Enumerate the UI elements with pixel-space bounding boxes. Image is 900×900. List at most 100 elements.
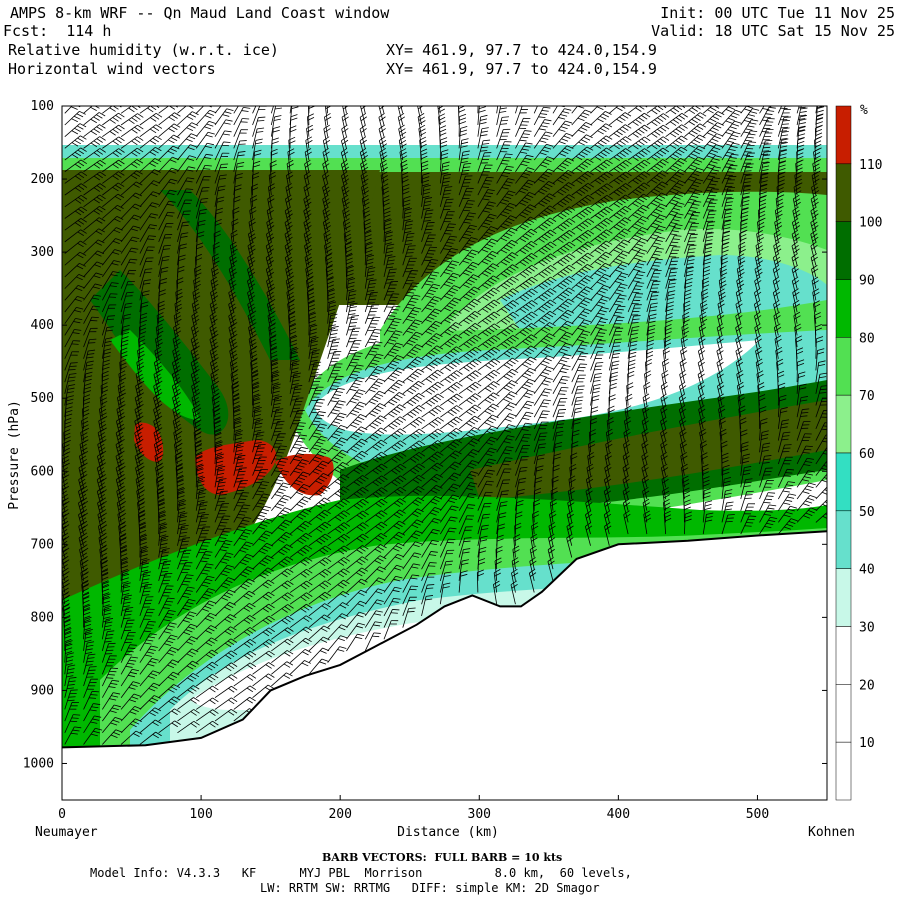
wind-barb (214, 674, 238, 687)
wind-barb (83, 183, 106, 196)
wind-barb (83, 629, 93, 652)
x-tick-label: 0 (58, 807, 66, 822)
wind-barb (83, 316, 99, 336)
wind-barb (153, 393, 163, 418)
wind-barb (214, 108, 234, 126)
wind-barb (80, 569, 90, 593)
wind-barb (177, 586, 195, 605)
wind-barb (195, 187, 210, 207)
xy-range-2: XY= 461.9, 97.7 to 424.0,154.9 (386, 60, 657, 78)
wind-barb (139, 546, 149, 570)
wind-barb (102, 238, 123, 254)
wind-barb (308, 472, 330, 488)
y-tick-label: 800 (31, 610, 54, 625)
wind-barb (120, 106, 141, 114)
wind-barb (101, 593, 111, 616)
wind-barb (177, 672, 200, 687)
colorbar-level-label: 20 (859, 678, 875, 693)
wind-barb (250, 195, 258, 219)
wind-barb (233, 516, 252, 535)
wind-barb (62, 452, 70, 476)
wind-barb (233, 662, 257, 675)
wind-barb (271, 519, 293, 535)
wind-barb (83, 338, 97, 359)
rh-upper-right-cyan (500, 255, 827, 330)
wind-barb (289, 580, 313, 593)
wind-barb (139, 645, 158, 663)
wind-barb (214, 527, 232, 546)
wind-barb (64, 285, 85, 301)
wind-barb (102, 112, 125, 126)
wind-barb (289, 592, 313, 605)
wind-barb (214, 626, 237, 640)
wind-barb (101, 304, 117, 324)
wind-barb (177, 574, 194, 593)
wind-barb (101, 271, 120, 289)
wind-barb (195, 120, 216, 137)
wind-barb (308, 448, 329, 465)
colorbar-level-label: 10 (859, 736, 875, 751)
wind-barb (194, 253, 203, 277)
wind-barb (177, 524, 189, 546)
wind-barb (270, 371, 280, 394)
wind-barb (214, 515, 231, 535)
wind-barb (101, 370, 109, 394)
wind-barb (139, 279, 152, 301)
wind-barb (120, 668, 139, 687)
wind-barb (306, 124, 314, 149)
y-tick-label: 700 (31, 537, 54, 552)
wind-barb (120, 558, 129, 581)
wind-barb (120, 656, 138, 675)
wind-barb (158, 597, 175, 617)
wind-barb (83, 228, 106, 243)
wind-barb (64, 218, 88, 231)
wind-barb (195, 720, 219, 734)
wind-barb (214, 564, 235, 582)
wind-barb (289, 520, 312, 535)
y-tick-label: 100 (31, 99, 54, 114)
y-tick-label: 400 (31, 318, 54, 333)
wind-barb (120, 644, 137, 663)
wind-barb (233, 118, 250, 137)
wind-barb (177, 199, 193, 219)
wind-barb (64, 296, 85, 313)
wind-barb (304, 241, 313, 266)
wind-barb (64, 229, 87, 243)
wind-barb (158, 671, 180, 687)
wind-barb (78, 463, 88, 488)
wind-barb (214, 601, 237, 617)
wind-barb (308, 106, 310, 114)
y-axis-label: Pressure (hPa) (7, 400, 22, 510)
wind-barb (252, 138, 263, 161)
wind-barb (139, 731, 162, 745)
wind-barb (271, 531, 293, 547)
wind-barb (252, 406, 262, 429)
x-tick-label: 200 (328, 807, 351, 822)
wind-barb (270, 470, 290, 488)
wind-barb (233, 106, 245, 114)
wind-barb (233, 566, 255, 582)
wind-barb (102, 729, 123, 745)
wind-barb (233, 140, 247, 161)
wind-barb (118, 522, 127, 546)
wind-barb (286, 159, 294, 184)
wind-barb (307, 113, 315, 137)
wind-barb (308, 603, 331, 617)
wind-barb (102, 704, 121, 722)
wind-barb (83, 327, 98, 348)
wind-barb (192, 288, 201, 313)
wind-barb (177, 636, 198, 652)
wind-barb (195, 526, 211, 546)
wind-barb (64, 664, 76, 687)
wind-barb (308, 509, 331, 523)
wind-barb (83, 349, 96, 371)
wind-barb (139, 608, 155, 628)
wind-barb (289, 422, 306, 441)
wind-barb (195, 551, 213, 570)
wind-barb (308, 533, 332, 547)
wind-barb (177, 265, 185, 289)
wind-barb (271, 650, 294, 663)
wind-barb (289, 496, 311, 511)
wind-barb (195, 476, 206, 500)
wind-barb (99, 545, 108, 570)
